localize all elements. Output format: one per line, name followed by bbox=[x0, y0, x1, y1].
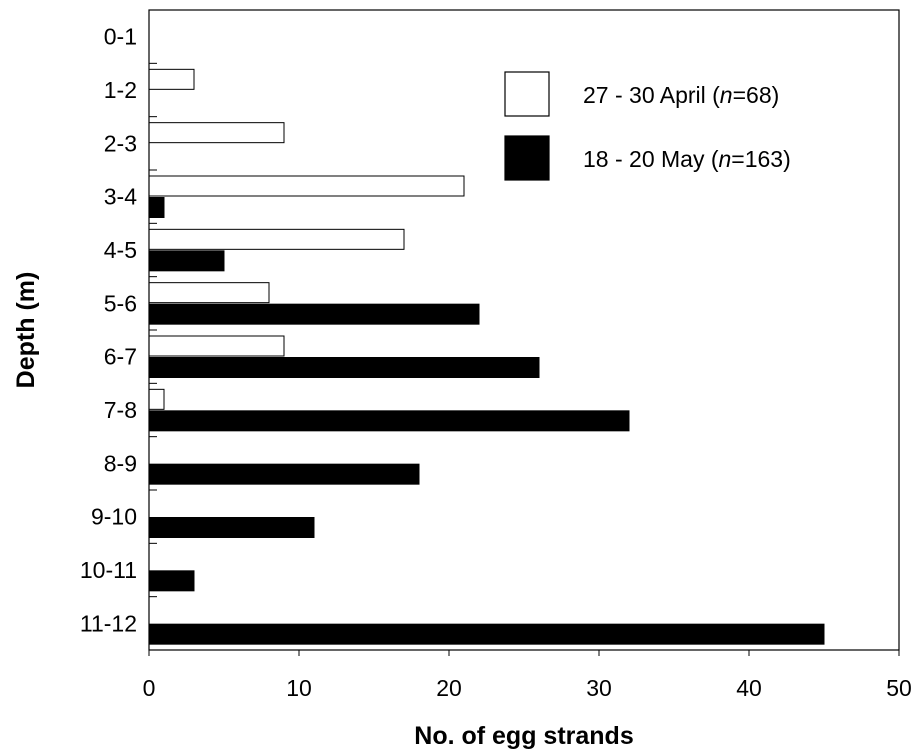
x-tick-label-0: 0 bbox=[143, 675, 156, 701]
y-tick-label-9-10: 9-10 bbox=[91, 504, 137, 530]
y-axis-title: Depth (m) bbox=[12, 272, 40, 389]
bar-series-1-4-5 bbox=[148, 228, 405, 250]
bar-series-1-7-8 bbox=[148, 388, 165, 410]
y-tick-label-1-2: 1-2 bbox=[104, 77, 137, 103]
x-tick-label-30: 30 bbox=[586, 675, 612, 701]
y-tick-label-11-12: 11-12 bbox=[80, 610, 137, 636]
bar-series-1-3-4 bbox=[148, 175, 465, 197]
bar-series-1-2-3 bbox=[148, 122, 285, 144]
y-tick-label-3-4: 3-4 bbox=[104, 184, 137, 210]
legend-swatch-series-2 bbox=[504, 135, 550, 181]
bar-series-1-6-7 bbox=[148, 335, 285, 357]
bar-series-2-3-4 bbox=[148, 197, 165, 218]
axes-layer bbox=[148, 9, 900, 656]
y-tick-label-8-9: 8-9 bbox=[104, 450, 137, 476]
y-tick-label-0-1: 0-1 bbox=[104, 24, 137, 50]
bar-series-2-8-9 bbox=[148, 463, 420, 485]
x-tick-label-50: 50 bbox=[886, 675, 912, 701]
bar-series-2-10-11 bbox=[148, 570, 195, 592]
x-tick-labels: 0 10 20 30 40 50 bbox=[143, 675, 912, 701]
bar-series-2-5-6 bbox=[148, 303, 480, 325]
bar-series-2-11-12 bbox=[148, 623, 825, 645]
y-tick-label-4-5: 4-5 bbox=[104, 237, 137, 263]
bar-series-2-6-7 bbox=[148, 357, 540, 378]
y-tick-label-5-6: 5-6 bbox=[104, 290, 137, 316]
y-tick-label-6-7: 6-7 bbox=[104, 344, 137, 370]
x-tick-label-40: 40 bbox=[736, 675, 762, 701]
legend-label-series-1: 27 - 30 April (n=68) bbox=[583, 82, 779, 108]
bar-series-2-4-5 bbox=[148, 250, 225, 272]
legend: 27 - 30 April (n=68) 18 - 20 May (n=163) bbox=[504, 71, 791, 181]
bar-series-2-9-10 bbox=[148, 517, 315, 538]
legend-label-series-2: 18 - 20 May (n=163) bbox=[583, 146, 791, 172]
bar-series-1-1-2 bbox=[148, 68, 195, 90]
legend-swatch-series-1 bbox=[504, 71, 550, 117]
x-axis-title: No. of egg strands bbox=[414, 722, 633, 750]
y-tick-label-2-3: 2-3 bbox=[104, 130, 137, 156]
x-tick-label-20: 20 bbox=[436, 675, 462, 701]
bar-series-2-7-8 bbox=[148, 410, 630, 432]
bar-series-1-5-6 bbox=[148, 282, 270, 304]
x-tick-label-10: 10 bbox=[286, 675, 312, 701]
y-tick-labels: 0-1 1-2 2-3 3-4 4-5 5-6 6-7 7-8 8-9 9-10 10-11 11-1… bbox=[80, 24, 137, 637]
y-tick-label-10-11: 10-11 bbox=[80, 557, 137, 583]
y-tick-label-7-8: 7-8 bbox=[104, 397, 137, 423]
